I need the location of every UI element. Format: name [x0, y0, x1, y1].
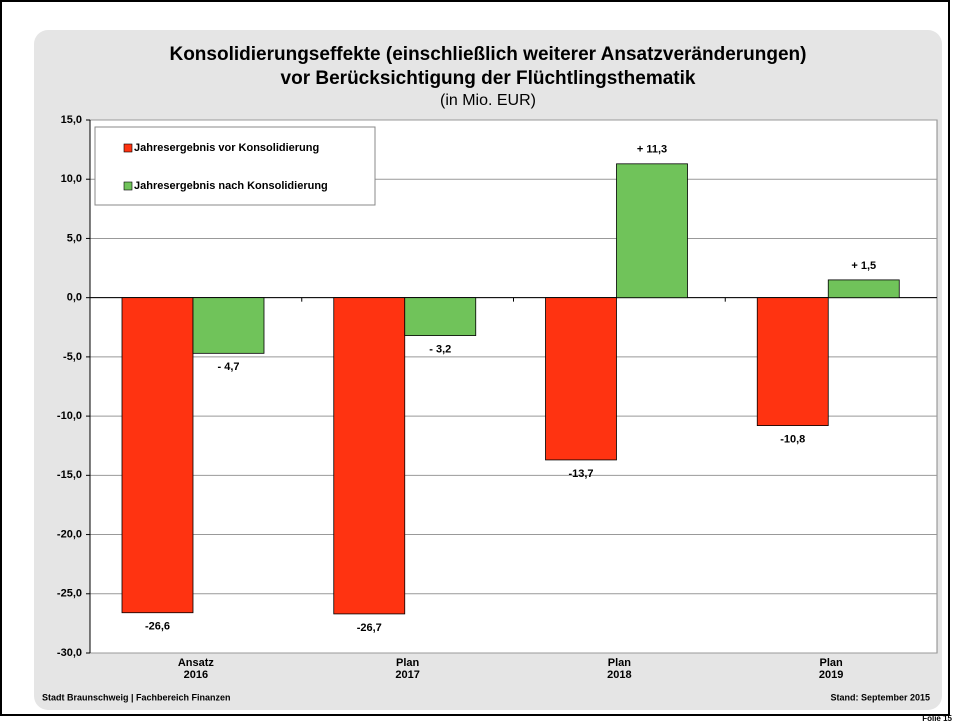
y-tick-label: -30,0	[57, 647, 82, 659]
title-line: vor Berücksichtigung der Flüchtlingsthem…	[281, 68, 696, 89]
bar	[192, 297, 265, 354]
value-label: -13,7	[568, 468, 593, 480]
page-number: Folie 15	[922, 714, 952, 723]
y-tick-label: -15,0	[57, 469, 82, 481]
footer-left: Stadt Braunschweig | Fachbereich Finanze…	[42, 692, 231, 702]
bar	[121, 297, 194, 614]
value-label: -26,7	[357, 622, 382, 634]
footer-right: Stand: September 2015	[830, 692, 930, 702]
y-tick-label: 10,0	[61, 173, 82, 185]
value-label: + 11,3	[637, 144, 667, 156]
x-tick-label: Ansatz	[178, 657, 215, 669]
value-label: - 3,2	[429, 343, 451, 355]
bar	[616, 163, 688, 299]
x-tick-label: 2019	[819, 669, 843, 681]
value-label: - 4,7	[217, 361, 239, 373]
value-label: -26,6	[145, 621, 170, 633]
legend-label: Jahresergebnis vor Konsolidierung	[134, 142, 319, 154]
bar	[756, 297, 829, 426]
title-line: Konsolidierungseffekte (einschließlich w…	[169, 44, 806, 65]
x-tick-label: Plan	[608, 657, 632, 669]
x-tick-label: 2018	[607, 669, 631, 681]
legend-box	[94, 126, 376, 206]
legend-label: Jahresergebnis nach Konsolidierung	[134, 180, 328, 192]
value-label: + 1,5	[851, 260, 876, 272]
y-tick-label: -25,0	[57, 588, 82, 600]
x-tick-label: Plan	[396, 657, 420, 669]
x-tick-label: 2016	[184, 669, 208, 681]
y-tick-label: -5,0	[63, 351, 82, 363]
y-tick-label: 15,0	[61, 114, 82, 126]
bar	[827, 279, 900, 299]
legend-swatch	[123, 181, 133, 191]
y-tick-label: 0,0	[67, 292, 82, 304]
subtitle: (in Mio. EUR)	[440, 92, 536, 109]
bar	[545, 297, 617, 461]
y-tick-label: 5,0	[67, 232, 82, 244]
x-tick-label: Plan	[820, 657, 844, 669]
value-label: -10,8	[780, 433, 805, 445]
bar	[333, 297, 406, 615]
legend-swatch	[123, 143, 133, 153]
x-tick-label: 2017	[395, 669, 419, 681]
bar	[404, 297, 477, 336]
y-tick-label: -10,0	[57, 410, 82, 422]
y-tick-label: -20,0	[57, 528, 82, 540]
